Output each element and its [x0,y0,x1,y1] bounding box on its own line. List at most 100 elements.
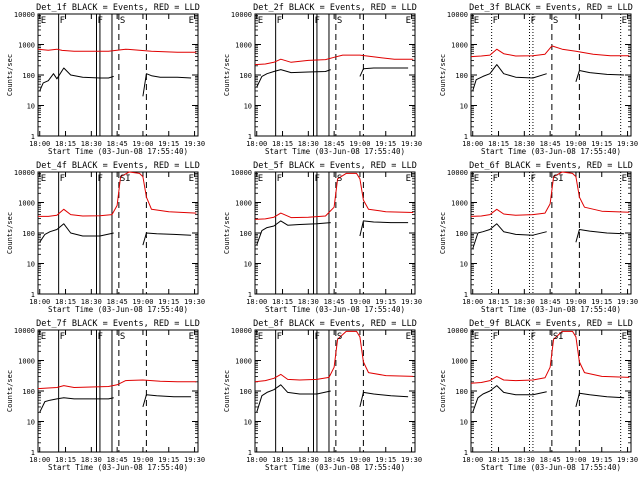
y-tick-label: 10 [460,261,468,269]
y-tick-label: 1 [31,291,35,299]
y-tick-label: 1000 [451,358,468,366]
interval-marker-label: F [314,16,319,26]
interval-marker-label: E [41,332,46,342]
x-tick-label: 19:00 [349,140,370,148]
chart-title: Det_7f BLACK = Events, RED = LLD [36,319,200,329]
interval-marker-label: E [258,16,263,26]
lld-series-line-1 [470,330,630,384]
x-tick-label: 18:00 [29,298,50,306]
x-tick-label: 18:45 [324,456,345,464]
interval-marker-label: F [314,332,319,342]
y-tick-label: 1000 [18,358,35,366]
chart-title: Det_9f BLACK = Events, RED = LLD [469,319,633,329]
chart-panel-8: Det_8f BLACK = Events, RED = LLD 1 10 100 10… [223,319,422,472]
events-series-line-2 [359,67,409,77]
interval-marker-label: E [41,16,46,26]
x-tick-label: 18:00 [246,456,267,464]
interval-marker-label: F [277,16,282,26]
x-tick-label: 19:15 [591,298,612,306]
x-tick-label: 18:45 [107,298,128,306]
interval-marker-label: F [314,174,319,184]
chart-title: Det_2f BLACK = Events, RED = LLD [253,3,417,13]
x-tick-label: 19:30 [617,140,638,148]
interval-marker-label: SI [120,174,131,184]
interval-marker-label: F [277,174,282,184]
x-tick-label: 19:15 [591,456,612,464]
x-tick-label: 18:00 [29,456,50,464]
x-tick-label: 18:15 [272,456,293,464]
x-axis-label: Start Time (03-Jun-08 17:55:40) [48,463,188,472]
chart-title: Det_8f BLACK = Events, RED = LLD [253,319,417,329]
y-tick-label: 10 [244,261,252,269]
plot-frame [254,329,416,453]
x-tick-label: 19:00 [132,298,153,306]
x-axis-label: Start Time (03-Jun-08 17:55:40) [265,147,405,156]
x-tick-label: 18:30 [298,456,319,464]
events-series-line-1 [472,385,547,413]
x-axis-label: Start Time (03-Jun-08 17:55:40) [481,147,621,156]
chart-title: Det_4f BLACK = Events, RED = LLD [36,161,200,171]
events-series-line-2 [142,73,192,97]
lld-series-line-1 [254,330,414,383]
y-tick-label: 1000 [235,358,252,366]
x-tick-label: 18:15 [272,298,293,306]
interval-marker-label: E [41,174,46,184]
plot-frame [37,329,199,453]
chart-panel-9: Det_9f BLACK = Events, RED = LLD 1 10 100 10… [439,319,638,472]
interval-marker-label: E [622,332,627,342]
chart-panel-6: Det_6f BLACK = Events, RED = LLD 1 10 100 10… [439,161,638,314]
y-tick-label: 1 [248,133,252,141]
y-tick-label: 10000 [231,11,252,19]
chart-panel-2: Det_2f BLACK = Events, RED = LLD 1 10 100 10… [223,3,422,156]
y-tick-label: 10 [460,103,468,111]
interval-marker-label: S [120,332,125,342]
events-series-line-2 [575,229,625,243]
x-tick-label: 19:30 [184,298,205,306]
plot-frame [37,13,199,137]
x-axis-label: Start Time (03-Jun-08 17:55:40) [481,463,621,472]
chart-panel-3: Det_3f BLACK = Events, RED = LLD 1 10 100 10… [439,3,638,156]
y-axis-label: Counts/sec [439,54,447,96]
x-axis-label: Start Time (03-Jun-08 17:55:40) [48,147,188,156]
x-tick-label: 18:00 [29,140,50,148]
interval-marker-label: F [97,16,102,26]
x-tick-label: 19:30 [617,298,638,306]
y-tick-label: 100 [22,72,35,80]
x-tick-label: 18:15 [488,140,509,148]
y-tick-label: 100 [239,72,252,80]
plot-frame [254,171,416,295]
plot-frame [470,13,632,137]
interval-marker-label: S [337,332,342,342]
interval-marker-label: F [60,332,65,342]
x-tick-label: 19:15 [375,298,396,306]
y-tick-label: 1 [248,449,252,457]
x-tick-label: 18:45 [540,298,561,306]
x-tick-label: 19:00 [565,298,586,306]
y-axis-label: Counts/sec [6,212,14,254]
x-tick-label: 18:45 [107,140,128,148]
events-series-line-1 [472,64,547,92]
interval-marker-label: F [493,332,498,342]
y-tick-label: 10000 [447,327,468,335]
x-tick-label: 18:15 [55,140,76,148]
x-tick-label: 19:15 [158,298,179,306]
y-tick-label: 10000 [447,11,468,19]
interval-marker-label: F [60,174,65,184]
events-series-line-2 [142,394,192,408]
events-series-line-1 [39,223,114,243]
interval-marker-label: E [474,16,479,26]
events-series-line-2 [575,392,625,408]
plot-frame [470,329,632,453]
x-tick-label: 19:00 [565,456,586,464]
interval-marker-label: SI [553,174,564,184]
interval-marker-label: F [97,332,102,342]
interval-marker-label: S [120,16,125,26]
interval-marker-label: E [474,174,479,184]
y-tick-label: 10000 [231,169,252,177]
interval-marker-label: E [406,16,411,26]
x-tick-label: 19:15 [375,456,396,464]
interval-marker-label: E [258,332,263,342]
plot-frame [254,13,416,137]
interval-marker-label: SI [553,332,564,342]
